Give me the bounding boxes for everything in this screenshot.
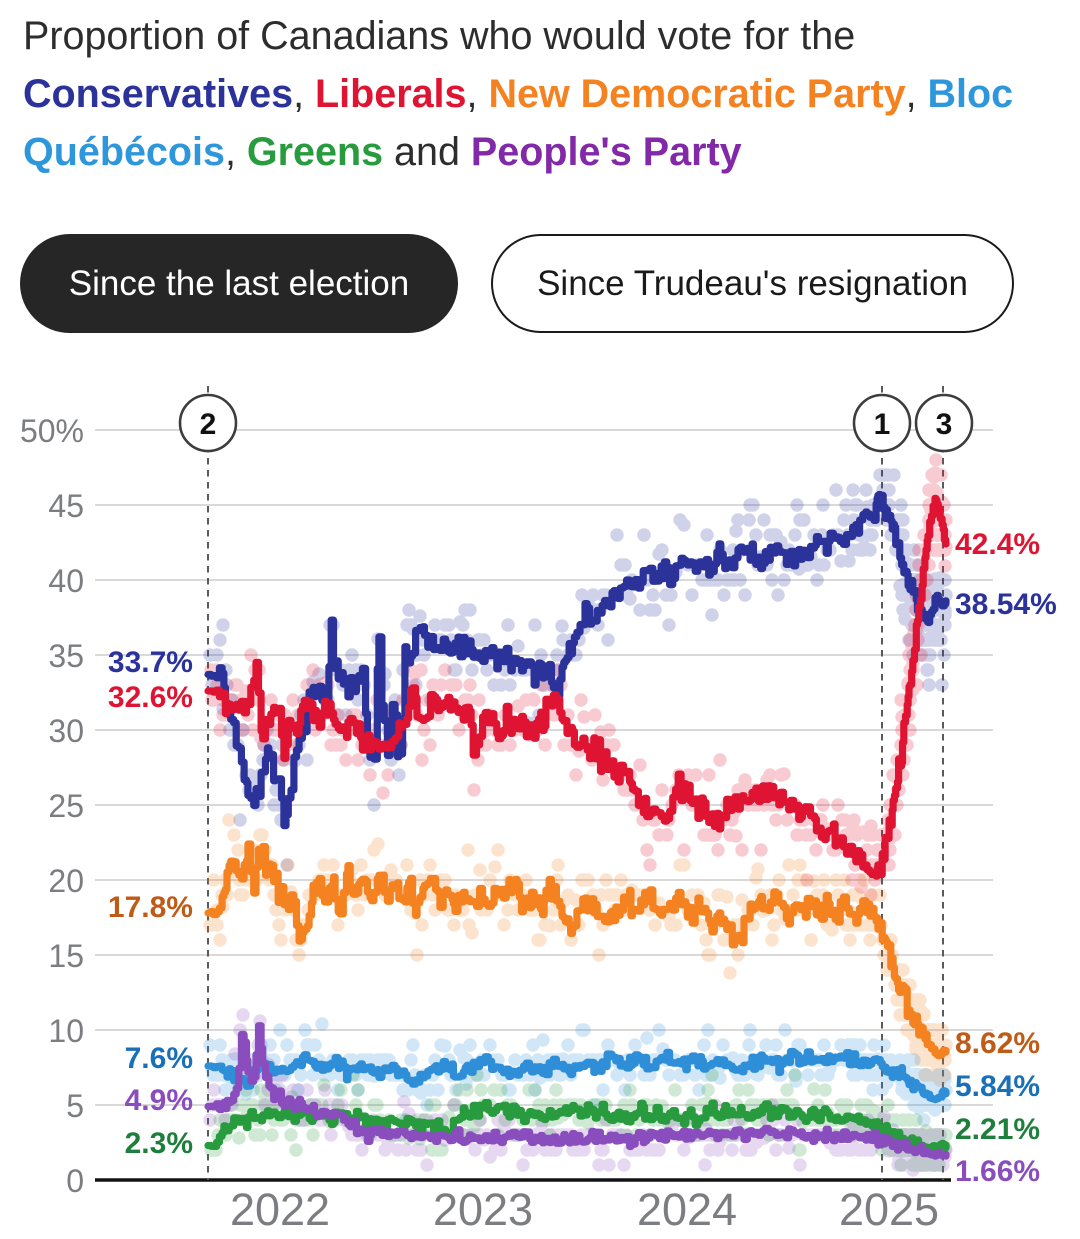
svg-text:15: 15 (48, 938, 84, 974)
svg-text:45: 45 (48, 488, 84, 524)
svg-text:33.7%: 33.7% (108, 646, 193, 679)
svg-text:2023: 2023 (433, 1184, 533, 1235)
svg-text:7.6%: 7.6% (125, 1042, 193, 1075)
svg-text:42.4%: 42.4% (955, 528, 1040, 561)
svg-text:2022: 2022 (230, 1184, 330, 1235)
svg-text:50%: 50% (20, 413, 84, 449)
svg-text:1: 1 (874, 408, 891, 441)
svg-text:35: 35 (48, 638, 84, 674)
svg-text:8.62%: 8.62% (955, 1027, 1040, 1060)
svg-text:3: 3 (936, 408, 953, 441)
svg-text:2.3%: 2.3% (125, 1127, 193, 1160)
svg-text:5: 5 (66, 1088, 84, 1124)
svg-text:38.54%: 38.54% (955, 588, 1057, 621)
svg-text:10: 10 (48, 1013, 84, 1049)
svg-text:40: 40 (48, 563, 84, 599)
svg-text:25: 25 (48, 788, 84, 824)
svg-text:1.66%: 1.66% (955, 1155, 1040, 1188)
svg-text:30: 30 (48, 713, 84, 749)
svg-text:17.8%: 17.8% (108, 891, 193, 924)
svg-text:2: 2 (200, 408, 217, 441)
svg-text:2025: 2025 (839, 1184, 939, 1235)
svg-text:0: 0 (66, 1163, 84, 1199)
svg-text:20: 20 (48, 863, 84, 899)
svg-text:4.9%: 4.9% (125, 1084, 193, 1117)
svg-text:32.6%: 32.6% (108, 681, 193, 714)
svg-text:2.21%: 2.21% (955, 1113, 1040, 1146)
svg-text:2024: 2024 (637, 1184, 737, 1235)
svg-text:5.84%: 5.84% (955, 1070, 1040, 1103)
